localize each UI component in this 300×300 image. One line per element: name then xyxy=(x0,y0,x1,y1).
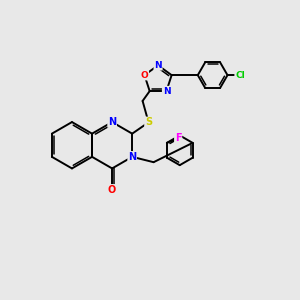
Text: N: N xyxy=(128,152,136,162)
Text: O: O xyxy=(108,185,116,195)
Text: N: N xyxy=(108,117,116,127)
Text: F: F xyxy=(175,134,181,143)
Text: N: N xyxy=(163,87,170,96)
Text: O: O xyxy=(141,70,148,80)
Text: Cl: Cl xyxy=(235,70,245,80)
Text: S: S xyxy=(145,117,152,128)
Text: N: N xyxy=(154,61,162,70)
